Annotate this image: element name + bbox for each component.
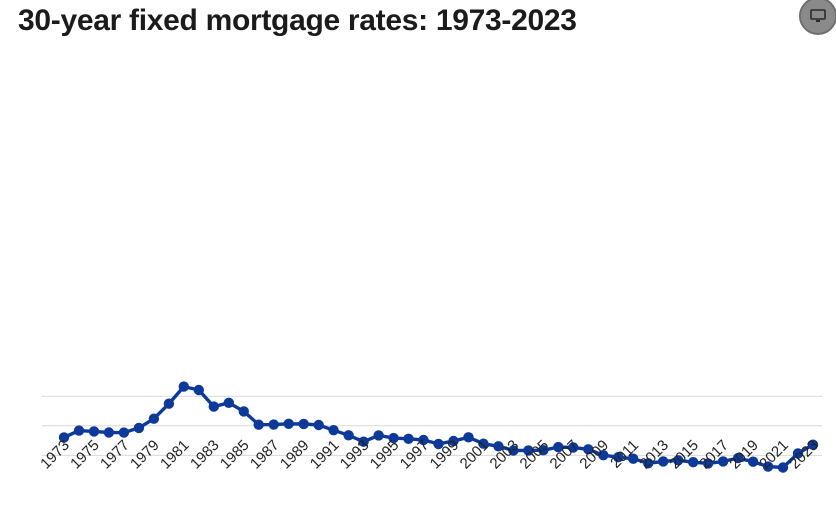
x-tick-label: 2011 <box>607 437 642 472</box>
data-point[interactable] <box>313 419 324 431</box>
x-tick-label: 2013 <box>636 437 672 473</box>
data-point[interactable] <box>553 441 564 453</box>
data-point[interactable] <box>388 432 399 444</box>
data-point[interactable] <box>732 452 744 464</box>
data-point[interactable] <box>223 397 234 408</box>
x-tick-label: 1991 <box>307 437 343 473</box>
x-tick-label: 1979 <box>127 437 163 473</box>
data-points <box>58 381 819 473</box>
data-point[interactable] <box>747 456 759 467</box>
data-point[interactable] <box>598 450 609 461</box>
data-point[interactable] <box>373 430 384 441</box>
data-point[interactable] <box>178 381 189 392</box>
x-tick-label: 1995 <box>367 437 403 473</box>
data-point[interactable] <box>343 430 354 441</box>
data-point[interactable] <box>688 457 699 468</box>
x-tick-label: 1985 <box>217 437 253 473</box>
data-point[interactable] <box>568 442 579 453</box>
data-point[interactable] <box>807 439 819 450</box>
data-point[interactable] <box>328 425 339 436</box>
x-tick-label: 1973 <box>37 437 73 473</box>
data-point[interactable] <box>418 434 429 446</box>
data-point[interactable] <box>493 441 504 452</box>
display-button[interactable] <box>799 0 836 35</box>
data-point[interactable] <box>673 455 684 466</box>
data-point[interactable] <box>88 426 100 437</box>
x-tick-label: 2015 <box>666 437 702 473</box>
data-point[interactable] <box>792 448 804 459</box>
gridlines <box>42 395 822 456</box>
x-tick-label: 1983 <box>187 437 223 473</box>
data-point[interactable] <box>478 438 489 449</box>
x-tick-label: 1981 <box>157 437 193 473</box>
data-point[interactable] <box>508 445 519 456</box>
x-tick-label: 1975 <box>67 437 103 473</box>
data-point[interactable] <box>523 445 534 456</box>
data-point[interactable] <box>717 456 729 467</box>
data-point[interactable] <box>253 419 264 430</box>
chart-title: 30-year fixed mortgage rates: 1973-2023 <box>18 4 577 37</box>
data-point[interactable] <box>538 445 549 456</box>
x-tick-label: 1987 <box>247 437 283 473</box>
data-point[interactable] <box>268 419 279 430</box>
data-point[interactable] <box>762 461 774 472</box>
data-point[interactable] <box>298 418 309 430</box>
data-point[interactable] <box>702 458 714 469</box>
data-point[interactable] <box>133 422 145 434</box>
data-point[interactable] <box>283 418 294 429</box>
data-point[interactable] <box>73 425 85 436</box>
x-tick-label: 2007 <box>547 437 583 473</box>
x-tick-label: 2003 <box>487 437 523 473</box>
x-tick-label: 2005 <box>517 437 553 473</box>
data-point[interactable] <box>58 432 70 443</box>
data-point[interactable] <box>658 456 669 467</box>
x-tick-label: 2017 <box>696 437 732 473</box>
data-point[interactable] <box>118 427 130 438</box>
data-point[interactable] <box>643 458 654 469</box>
data-point[interactable] <box>148 413 160 424</box>
data-point[interactable] <box>358 436 369 447</box>
data-point[interactable] <box>193 384 204 396</box>
data-point[interactable] <box>463 432 474 443</box>
x-tick-label: 1989 <box>277 437 313 473</box>
data-point[interactable] <box>583 444 594 455</box>
x-tick-label: 2019 <box>726 437 762 473</box>
data-point[interactable] <box>403 433 414 444</box>
data-point[interactable] <box>448 435 459 447</box>
data-point[interactable] <box>103 427 115 438</box>
data-point[interactable] <box>238 406 249 417</box>
data-point[interactable] <box>208 401 219 412</box>
data-point[interactable] <box>777 462 789 473</box>
data-point[interactable] <box>613 452 624 463</box>
data-point[interactable] <box>163 398 175 409</box>
data-point[interactable] <box>433 438 444 450</box>
data-point[interactable] <box>628 453 639 464</box>
monitor-icon <box>810 9 826 22</box>
x-tick-label: 1977 <box>97 437 133 473</box>
